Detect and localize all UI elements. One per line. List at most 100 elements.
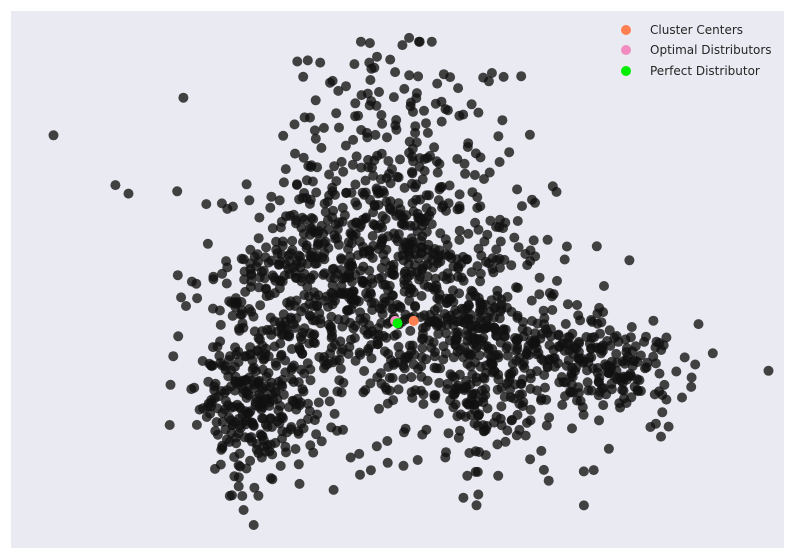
- data-point: [237, 491, 248, 501]
- data-point: [388, 92, 399, 103]
- data-point: [369, 62, 380, 73]
- data-point: [214, 305, 225, 316]
- data-point: [475, 201, 486, 212]
- data-point: [492, 439, 503, 450]
- data-point: [275, 412, 286, 423]
- legend-marker-optimal-distributors: [621, 45, 631, 55]
- data-point: [330, 295, 340, 306]
- data-point: [511, 345, 522, 356]
- data-point: [525, 373, 536, 384]
- data-point: [366, 353, 377, 364]
- data-point: [309, 125, 320, 136]
- data-point: [417, 174, 428, 185]
- data-point: [479, 174, 489, 184]
- data-point: [221, 278, 232, 289]
- data-point: [320, 207, 331, 217]
- data-point: [441, 328, 452, 339]
- data-point: [534, 272, 545, 283]
- data-point: [254, 272, 265, 283]
- data-point: [411, 137, 422, 148]
- data-point: [326, 422, 337, 433]
- data-point: [454, 288, 465, 299]
- data-point: [442, 268, 453, 279]
- data-point: [474, 409, 485, 420]
- data-point: [424, 190, 434, 201]
- data-point: [302, 258, 313, 269]
- data-point: [253, 233, 264, 244]
- data-point: [318, 122, 329, 133]
- data-point: [434, 377, 445, 388]
- data-point: [422, 271, 433, 282]
- data-point: [415, 194, 426, 205]
- data-point: [299, 112, 310, 123]
- data-point: [399, 279, 410, 290]
- data-point: [626, 371, 637, 381]
- data-point: [383, 361, 394, 372]
- data-point: [227, 490, 237, 501]
- data-point: [566, 340, 576, 351]
- data-point: [393, 172, 404, 183]
- data-point: [416, 352, 427, 363]
- data-point: [237, 318, 248, 329]
- data-point: [512, 216, 523, 226]
- data-point: [527, 316, 537, 326]
- data-point: [582, 377, 593, 388]
- legend-label-optimal-distributors: Optimal Distributors: [650, 43, 772, 57]
- data-point: [442, 105, 453, 116]
- data-point: [547, 305, 558, 315]
- data-point: [318, 228, 329, 239]
- data-point: [587, 316, 598, 327]
- data-point: [422, 244, 433, 255]
- data-point: [299, 368, 310, 379]
- data-point: [299, 214, 310, 225]
- data-point: [358, 316, 369, 327]
- data-point: [299, 268, 310, 279]
- data-point: [356, 162, 367, 173]
- data-point: [604, 325, 615, 336]
- data-point: [391, 124, 402, 135]
- data-point: [582, 365, 592, 376]
- data-point: [690, 359, 701, 370]
- data-point: [340, 140, 351, 151]
- data-point: [365, 465, 376, 476]
- data-point: [444, 180, 455, 191]
- data-point: [568, 348, 579, 359]
- data-point: [372, 51, 382, 62]
- data-point: [324, 169, 335, 180]
- data-point: [438, 341, 449, 352]
- data-point: [567, 423, 577, 434]
- data-point: [578, 466, 589, 477]
- data-point: [552, 275, 562, 286]
- data-point: [416, 361, 427, 372]
- data-point: [421, 203, 432, 214]
- data-point: [376, 148, 387, 159]
- data-point: [525, 383, 536, 394]
- data-point: [416, 291, 427, 301]
- data-point: [544, 412, 555, 423]
- data-point: [405, 325, 416, 336]
- data-point: [592, 363, 603, 373]
- data-point: [298, 423, 309, 434]
- data-point: [663, 421, 674, 432]
- data-point: [482, 229, 493, 240]
- data-point: [449, 372, 460, 383]
- data-point: [310, 133, 321, 144]
- data-point: [480, 384, 491, 394]
- data-point: [329, 273, 340, 284]
- data-point: [469, 418, 480, 429]
- data-point: [400, 309, 411, 320]
- data-point: [539, 370, 550, 380]
- data-point: [494, 313, 505, 324]
- data-point: [271, 360, 282, 371]
- data-point: [265, 382, 276, 392]
- data-point: [460, 168, 471, 179]
- data-point: [278, 177, 289, 188]
- data-point: [284, 256, 295, 266]
- data-point: [277, 426, 288, 437]
- data-point: [261, 283, 272, 294]
- data-point: [763, 365, 774, 376]
- data-point: [308, 330, 319, 341]
- data-point: [313, 239, 324, 250]
- data-point: [398, 373, 409, 384]
- data-point: [431, 363, 442, 374]
